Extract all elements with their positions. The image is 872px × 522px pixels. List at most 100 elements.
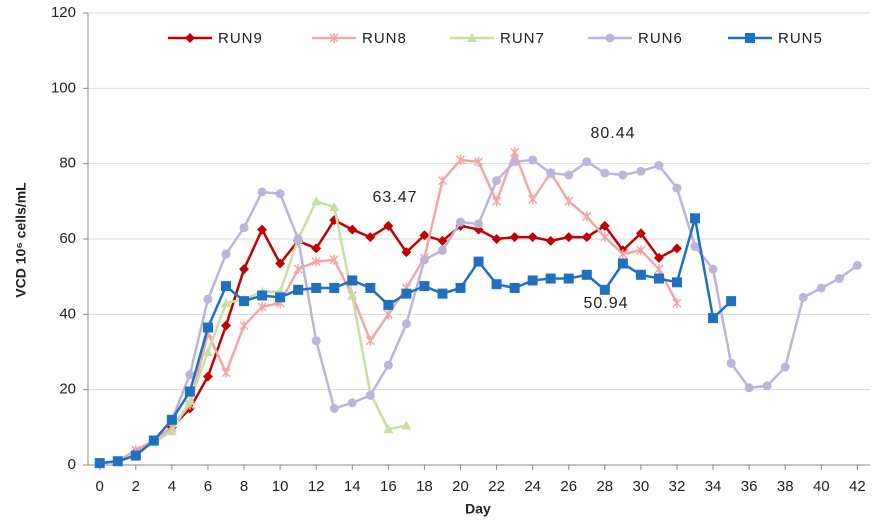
marker — [474, 219, 484, 229]
x-axis-label: Day — [465, 501, 491, 517]
marker — [564, 170, 574, 180]
marker — [347, 398, 357, 408]
marker — [690, 242, 700, 252]
x-tick-label: 24 — [524, 478, 541, 495]
marker — [671, 277, 682, 288]
marker — [257, 290, 268, 301]
marker — [654, 161, 664, 171]
marker — [221, 320, 231, 331]
marker — [618, 170, 628, 180]
marker — [239, 320, 249, 331]
x-tick-label: 36 — [741, 478, 758, 495]
marker — [419, 230, 430, 241]
marker — [94, 458, 105, 469]
x-tick-label: 12 — [308, 478, 325, 495]
legend-label: RUN8 — [362, 30, 407, 47]
marker — [239, 264, 250, 275]
marker — [780, 362, 790, 372]
marker — [383, 309, 393, 320]
legend-marker — [329, 33, 339, 43]
marker — [510, 157, 520, 167]
y-axis-label: VCD 10⁶ cells/mL — [13, 182, 29, 298]
marker — [202, 347, 213, 356]
legend-label: RUN6 — [638, 30, 683, 47]
marker — [184, 386, 195, 397]
marker — [816, 283, 826, 293]
marker — [581, 269, 592, 280]
y-tick-label: 60 — [59, 230, 76, 247]
marker — [491, 234, 502, 244]
marker — [564, 196, 574, 207]
marker — [636, 166, 646, 176]
marker — [202, 371, 213, 382]
marker — [798, 292, 808, 302]
marker — [329, 404, 339, 413]
marker — [383, 424, 394, 434]
marker — [744, 383, 754, 393]
marker — [473, 256, 484, 267]
y-tick-label: 100 — [51, 79, 76, 96]
x-tick-label: 14 — [344, 478, 361, 495]
marker — [365, 282, 376, 293]
marker — [510, 147, 520, 158]
marker — [492, 176, 502, 186]
annotation: 80.44 — [590, 125, 635, 142]
marker — [726, 358, 736, 368]
marker — [474, 156, 484, 167]
legend-marker — [185, 33, 195, 43]
marker — [329, 282, 340, 293]
marker — [708, 313, 719, 324]
x-tick-label: 26 — [560, 478, 577, 495]
marker — [311, 256, 321, 267]
marker — [635, 269, 646, 280]
marker — [527, 275, 538, 286]
marker — [166, 414, 177, 425]
y-tick-label: 80 — [59, 155, 76, 172]
marker — [599, 284, 610, 295]
marker — [545, 273, 556, 284]
marker — [365, 232, 376, 243]
marker — [166, 426, 177, 436]
marker — [202, 322, 213, 333]
x-tick-label: 4 — [168, 478, 176, 495]
marker — [221, 249, 231, 259]
marker — [437, 175, 448, 186]
marker — [311, 196, 322, 206]
marker — [528, 194, 538, 205]
marker — [600, 232, 610, 243]
x-tick-label: 34 — [705, 478, 722, 495]
x-tick-label: 2 — [132, 478, 140, 495]
x-tick-label: 10 — [272, 478, 289, 495]
marker — [581, 232, 592, 243]
marker — [672, 183, 682, 193]
marker — [275, 189, 285, 199]
x-tick-label: 28 — [596, 478, 613, 495]
marker — [671, 243, 682, 254]
marker — [509, 282, 520, 293]
marker — [257, 224, 268, 235]
marker — [383, 220, 394, 231]
x-tick-label: 22 — [488, 478, 505, 495]
marker — [383, 299, 394, 310]
marker — [419, 255, 429, 265]
y-tick-label: 0 — [68, 456, 76, 473]
marker — [293, 284, 304, 295]
x-tick-label: 0 — [96, 478, 104, 495]
marker — [383, 360, 393, 370]
x-tick-label: 18 — [416, 478, 433, 495]
marker — [546, 168, 556, 178]
x-tick-label: 42 — [849, 478, 866, 495]
x-tick-label: 6 — [204, 478, 212, 495]
marker — [257, 301, 267, 312]
marker — [491, 279, 502, 290]
marker — [437, 288, 448, 299]
y-tick-label: 40 — [59, 305, 76, 322]
marker — [311, 243, 322, 254]
marker — [275, 292, 286, 303]
marker — [311, 282, 322, 293]
marker — [527, 232, 538, 243]
marker — [221, 367, 231, 378]
legend-marker — [467, 33, 477, 42]
y-tick-label: 120 — [51, 4, 76, 21]
